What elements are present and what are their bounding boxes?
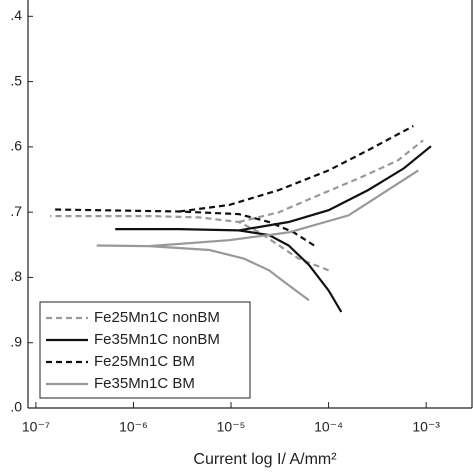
line-series: [115, 145, 432, 313]
x-tick-label: 10⁻⁷: [22, 419, 50, 435]
y-tick-label: .9: [10, 333, 22, 349]
x-tick-label: 10⁻⁶: [119, 419, 148, 435]
y-tick-label: .6: [10, 138, 22, 154]
x-tick-label: 10⁻⁴: [314, 419, 343, 435]
legend-label: Fe25Mn1C nonBM: [94, 309, 220, 326]
legend-label: Fe35Mn1C BM: [94, 375, 195, 392]
y-tick-label: .7: [10, 203, 22, 219]
y-tick-label: .4: [10, 7, 22, 23]
y-tick-label: .5: [10, 72, 22, 88]
y-tick-label: .8: [10, 268, 22, 284]
y-tick-label: .0: [10, 399, 22, 415]
line-series: [50, 139, 424, 272]
x-axis-label: Current log I/ A/mm²: [193, 451, 337, 468]
x-tick-label: 10⁻³: [412, 419, 440, 435]
x-tick-label: 10⁻⁵: [217, 419, 246, 435]
line-series: [96, 169, 419, 302]
legend-label: Fe35Mn1C nonBM: [94, 331, 220, 348]
legend-box: [39, 301, 251, 399]
line-series: [54, 125, 414, 247]
legend-label: Fe25Mn1C BM: [94, 353, 195, 370]
